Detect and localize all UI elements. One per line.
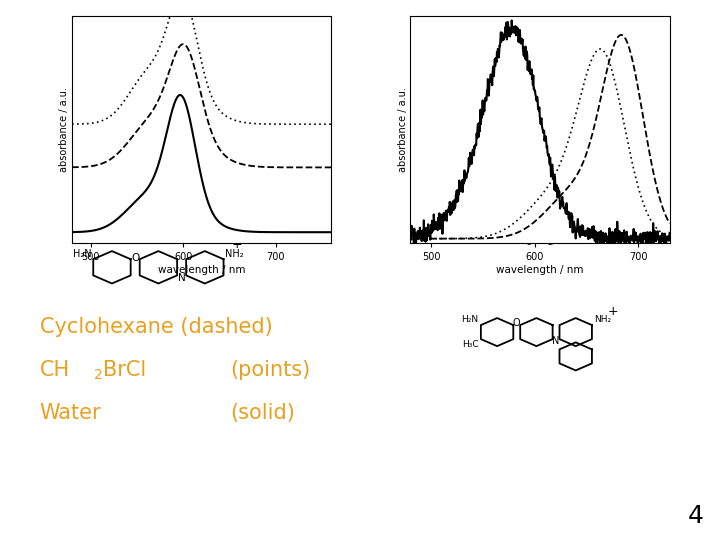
Text: (points): (points) — [230, 360, 310, 380]
Text: 2: 2 — [547, 238, 553, 247]
Text: O: O — [131, 253, 139, 262]
Text: O: O — [513, 318, 521, 328]
Text: H₂N: H₂N — [73, 249, 91, 259]
Text: N: N — [554, 210, 562, 220]
Text: H₂N: H₂N — [462, 315, 478, 324]
Text: R: R — [449, 205, 456, 214]
Text: –: – — [626, 184, 632, 197]
Text: N: N — [599, 200, 606, 210]
Text: N: N — [552, 336, 559, 346]
Text: +: + — [608, 305, 618, 318]
Text: 4: 4 — [688, 504, 704, 528]
Text: NH₂: NH₂ — [225, 249, 244, 259]
Text: H: H — [536, 233, 545, 244]
Text: H₃C: H₃C — [462, 340, 478, 349]
Text: 2: 2 — [94, 368, 102, 382]
Text: +: + — [232, 238, 243, 251]
Y-axis label: absorbance / a.u.: absorbance / a.u. — [397, 87, 408, 172]
Text: N: N — [467, 200, 474, 210]
Text: N: N — [178, 273, 186, 283]
Text: BrCl: BrCl — [103, 360, 146, 380]
Text: R–C: R–C — [496, 233, 517, 244]
Text: (solid): (solid) — [230, 403, 295, 423]
Text: R: R — [491, 173, 498, 183]
Text: Water: Water — [40, 403, 102, 423]
Text: NH₂: NH₂ — [595, 315, 611, 324]
Text: R: R — [575, 173, 582, 183]
Y-axis label: absorbance / a.u.: absorbance / a.u. — [59, 87, 69, 172]
Text: 5: 5 — [526, 238, 531, 247]
X-axis label: wavelength / nm: wavelength / nm — [496, 265, 584, 275]
Text: S: S — [512, 191, 518, 200]
Text: Cyclohexane (dashed): Cyclohexane (dashed) — [40, 316, 272, 337]
Text: CH: CH — [40, 360, 70, 380]
Text: R: R — [593, 186, 599, 194]
Text: R: R — [474, 186, 480, 194]
X-axis label: wavelength / nm: wavelength / nm — [158, 265, 246, 275]
Text: R: R — [617, 205, 624, 214]
